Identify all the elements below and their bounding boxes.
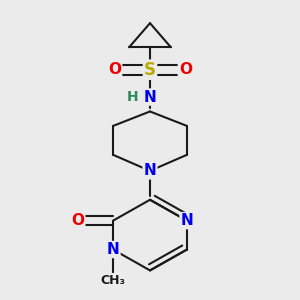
Text: N: N [181,213,193,228]
Text: CH₃: CH₃ [100,274,126,286]
Text: N: N [107,242,119,257]
Text: O: O [71,213,84,228]
Text: H: H [127,90,138,104]
Text: N: N [144,164,156,178]
Text: N: N [144,89,156,104]
Text: O: O [108,62,121,77]
Text: O: O [179,62,192,77]
Text: S: S [144,61,156,79]
